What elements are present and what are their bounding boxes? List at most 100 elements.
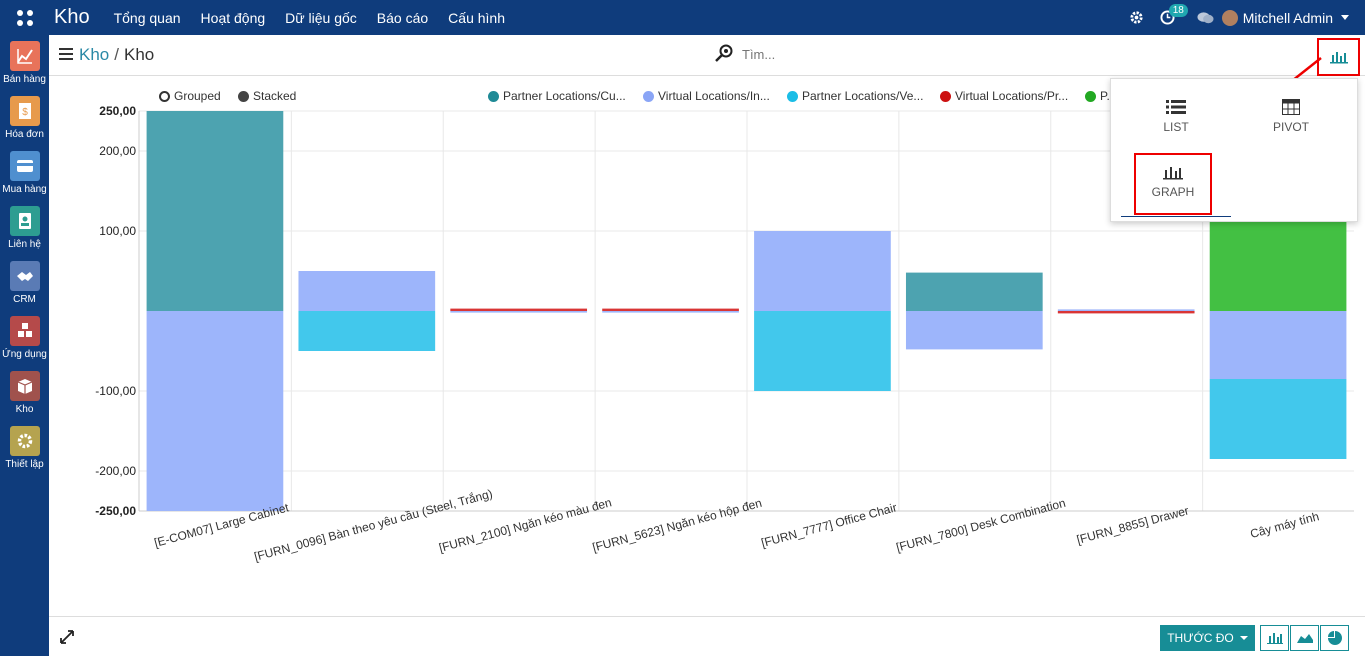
x-tick-label: [FURN_7800] Desk Combination xyxy=(895,496,1067,555)
sidebar-item-apps[interactable]: Ứng dụng xyxy=(0,316,49,360)
sidebar-item-label: Thiết lập xyxy=(5,459,44,470)
breadcrumb-current: Kho xyxy=(123,45,155,64)
expand-arrows-icon[interactable] xyxy=(59,629,75,650)
menu-item-overview[interactable]: Tổng quan xyxy=(113,9,181,26)
legend-swatch xyxy=(1085,90,1096,102)
pivot-table-icon xyxy=(1282,99,1300,115)
breadcrumb: Kho / Kho xyxy=(79,45,154,65)
search-bar xyxy=(714,43,1014,65)
hamburger-menu-icon[interactable] xyxy=(59,48,73,60)
settings-gear-icon xyxy=(9,426,40,456)
top-navbar: Kho Tổng quan Hoạt động Dữ liệu gốc Báo … xyxy=(0,0,1365,35)
menu-item-master-data[interactable]: Dữ liệu gốc xyxy=(285,9,357,26)
menu-item-reports[interactable]: Báo cáo xyxy=(376,9,429,26)
view-switcher-button[interactable] xyxy=(1317,38,1360,76)
legend-label: Virtual Locations/Pr... xyxy=(955,89,1069,103)
sales-chart-icon xyxy=(9,41,40,71)
app-sidebar: Bán hàng $ Hóa đơn Mua hàng Liên hệ CRM … xyxy=(0,35,49,656)
menu-item-operations[interactable]: Hoạt động xyxy=(200,9,266,26)
radio-on-icon xyxy=(238,90,249,102)
line-chart-type-button[interactable] xyxy=(1290,625,1319,651)
bar-segment xyxy=(1209,311,1347,379)
x-tick-label: [FURN_0096] Bàn theo yêu cầu (Steel, Trắ… xyxy=(252,486,494,564)
view-option-pivot[interactable]: PIVOT xyxy=(1256,99,1326,134)
search-magnifier-icon[interactable] xyxy=(714,44,734,64)
stacked-toggle[interactable]: Stacked xyxy=(238,89,296,103)
legend-label: Partner Locations/Cu... xyxy=(503,89,626,103)
inventory-box-icon xyxy=(9,371,40,401)
graph-icon xyxy=(1163,167,1183,180)
list-icon xyxy=(1166,100,1186,114)
legend-item[interactable]: Partner Locations/Ve... xyxy=(787,89,923,103)
measure-label: THƯỚC ĐO xyxy=(1167,631,1234,645)
apps-cubes-icon xyxy=(9,316,40,346)
legend-item[interactable]: Virtual Locations/Pr... xyxy=(940,89,1068,103)
y-tick-label: 100,00 xyxy=(99,224,136,238)
legend-swatch xyxy=(940,90,951,102)
bar-segment xyxy=(1057,309,1195,311)
apps-grid-icon[interactable] xyxy=(0,0,49,35)
view-option-list[interactable]: LIST xyxy=(1141,99,1211,134)
handshake-icon xyxy=(9,261,40,291)
bar-chart-icon xyxy=(1266,633,1283,644)
debug-gear-icon[interactable] xyxy=(1129,10,1144,25)
active-view-underline xyxy=(1121,216,1231,217)
breadcrumb-parent-link[interactable]: Kho xyxy=(79,45,110,64)
bar-segment xyxy=(450,311,588,313)
view-option-label: PIVOT xyxy=(1272,120,1309,134)
search-input[interactable] xyxy=(742,46,982,62)
pie-chart-icon xyxy=(1327,631,1342,645)
chat-bubble-icon[interactable] xyxy=(1197,11,1214,25)
y-tick-label: -250,00 xyxy=(95,504,136,518)
legend-swatch xyxy=(488,90,499,102)
bar-chart-type-button[interactable] xyxy=(1260,625,1289,651)
measure-dropdown-button[interactable]: THƯỚC ĐO xyxy=(1160,625,1255,651)
bar-segment xyxy=(1209,379,1347,459)
sidebar-item-contacts[interactable]: Liên hệ xyxy=(0,206,49,250)
caret-down-icon xyxy=(1341,15,1349,20)
view-switcher-dropdown: LIST PIVOT GRAPH xyxy=(1110,78,1358,222)
view-option-graph[interactable]: GRAPH xyxy=(1134,153,1212,215)
purchase-card-icon xyxy=(9,151,40,181)
contact-card-icon xyxy=(9,206,40,236)
activity-clock-icon[interactable]: 18 xyxy=(1160,4,1188,25)
sidebar-item-inventory[interactable]: Kho xyxy=(0,371,49,415)
sidebar-item-settings[interactable]: Thiết lập xyxy=(0,426,49,470)
menu-item-configuration[interactable]: Cấu hình xyxy=(448,9,505,26)
bar-segment xyxy=(146,111,284,311)
bar-segment xyxy=(450,308,588,311)
sidebar-item-invoice[interactable]: $ Hóa đơn xyxy=(0,96,49,140)
caret-down-icon xyxy=(1239,636,1248,640)
sidebar-item-label: Ứng dụng xyxy=(2,349,47,360)
stacked-label: Stacked xyxy=(253,89,297,103)
legend-item[interactable]: Virtual Locations/In... xyxy=(643,89,770,103)
bar-segment xyxy=(1209,220,1347,311)
bar-segment xyxy=(602,311,739,313)
bar-segment xyxy=(905,311,1043,350)
bar-segment xyxy=(754,311,891,391)
control-panel: Kho / Kho xyxy=(49,35,1365,76)
bar-segment xyxy=(754,231,891,311)
bar-chart-icon xyxy=(1329,52,1348,64)
sidebar-item-sales[interactable]: Bán hàng xyxy=(0,41,49,85)
user-menu[interactable]: Mitchell Admin xyxy=(1221,9,1349,26)
sidebar-item-label: Kho xyxy=(15,404,34,415)
grouped-label: Grouped xyxy=(174,89,221,103)
bottom-toolbar: THƯỚC ĐO xyxy=(49,616,1365,656)
pie-chart-type-button[interactable] xyxy=(1320,625,1349,651)
grouped-toggle[interactable]: Grouped xyxy=(159,89,221,103)
x-tick-label: [FURN_7777] Office Chair xyxy=(760,500,899,550)
breadcrumb-separator: / xyxy=(114,45,119,64)
sidebar-item-label: Bán hàng xyxy=(3,74,46,85)
x-tick-label: [FURN_5623] Ngăn kéo hộp đen xyxy=(591,496,763,555)
legend-label: Virtual Locations/In... xyxy=(658,89,770,103)
legend-item[interactable]: Partner Locations/Cu... xyxy=(488,89,626,103)
sidebar-item-purchase[interactable]: Mua hàng xyxy=(0,151,49,195)
bar-segment xyxy=(1057,311,1195,314)
bar-segment xyxy=(146,311,284,511)
x-tick-label: [FURN_8855] Drawer xyxy=(1075,503,1190,546)
notification-badge: 18 xyxy=(1168,4,1188,17)
sidebar-item-crm[interactable]: CRM xyxy=(0,261,49,305)
legend-swatch xyxy=(643,90,654,102)
app-brand[interactable]: Kho xyxy=(54,6,90,28)
